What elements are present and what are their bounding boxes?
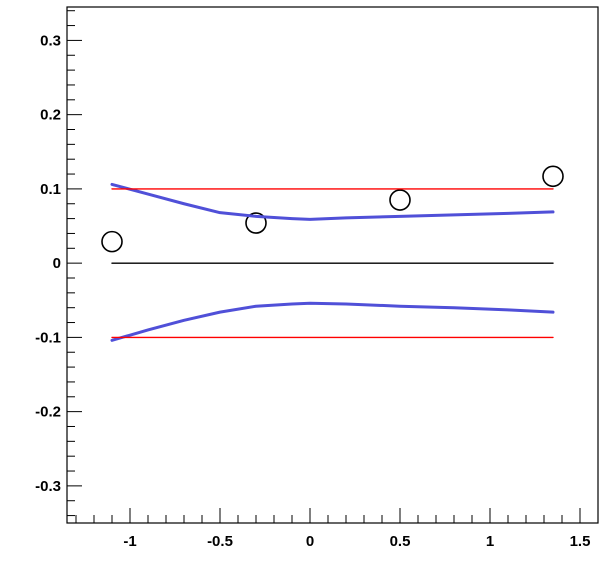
data-point [101, 230, 123, 253]
y-tick-label: -0.1 [35, 329, 61, 346]
axis-ticks [67, 10, 599, 523]
series-layer [101, 165, 564, 342]
y-tick-label: 0.1 [40, 181, 61, 198]
y-tick-label: -0.3 [35, 478, 61, 495]
data-point [542, 165, 564, 188]
y-tick-label: 0.2 [40, 107, 61, 124]
x-tick-label: -0.5 [207, 533, 233, 550]
y-tick-label: 0.3 [40, 32, 61, 49]
x-tick-label: 0 [306, 533, 314, 550]
axis-tick-labels: -1 -0.5 0 0.5 1 1.5 0.3 0.2 0.1 0 -0.1 -0.2 -0.3 [35, 32, 590, 550]
plot-frame [66, 6, 599, 524]
envelope-curve [110, 301, 555, 342]
y-tick-label: -0.2 [35, 404, 61, 421]
x-tick-label: 1 [486, 533, 494, 550]
data-point [245, 212, 267, 234]
y-tick-label: 0 [53, 255, 61, 272]
x-tick-label: -1 [123, 533, 136, 550]
data-point [389, 189, 411, 211]
x-tick-label: 1.5 [570, 533, 591, 550]
envelope-curve [110, 182, 555, 221]
x-tick-label: 0.5 [390, 533, 411, 550]
